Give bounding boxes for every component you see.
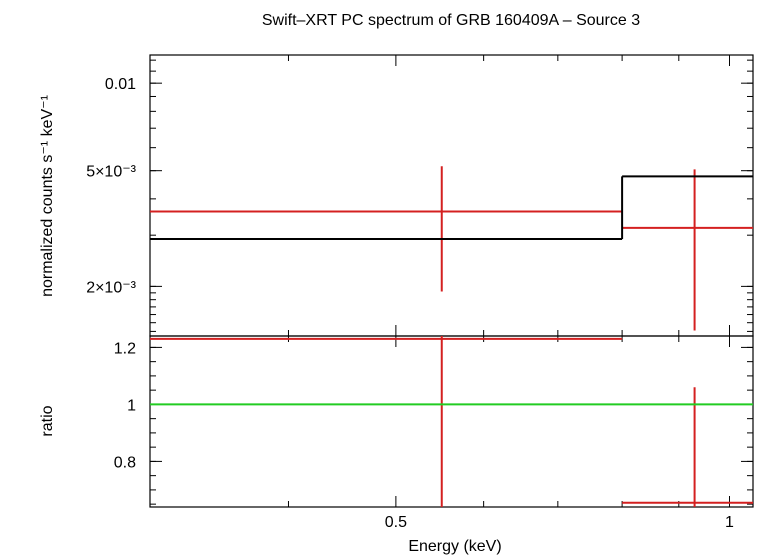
x-axis-label: Energy (keV) [408,538,501,555]
ratio-y-tick-label: 1.2 [114,340,136,357]
spectrum-y-tick-label: 5×10⁻³ [86,164,136,181]
ratio-y-tick-label: 1 [127,397,136,414]
x-tick-label: 0.5 [385,514,407,531]
x-tick-label: 1 [725,514,734,531]
spectrum-y-axis-label: normalized counts s⁻¹ keV⁻¹ [39,95,56,297]
spectrum-frame [149,54,754,337]
ratio-panel: 1.2 1 0.8 0.5 1 [114,335,754,531]
ratio-y-axis-label: ratio [39,405,56,436]
spectrum-panel: 0.01 5×10⁻³ 2×10⁻³ [86,54,754,337]
chart-title: Swift–XRT PC spectrum of GRB 160409A – S… [262,12,640,29]
ratio-y-tick-label: 0.8 [114,454,136,471]
spectrum-y-tick-label: 0.01 [105,76,136,93]
spectrum-y-tick-label: 2×10⁻³ [86,279,136,296]
ratio-frame [149,335,754,508]
